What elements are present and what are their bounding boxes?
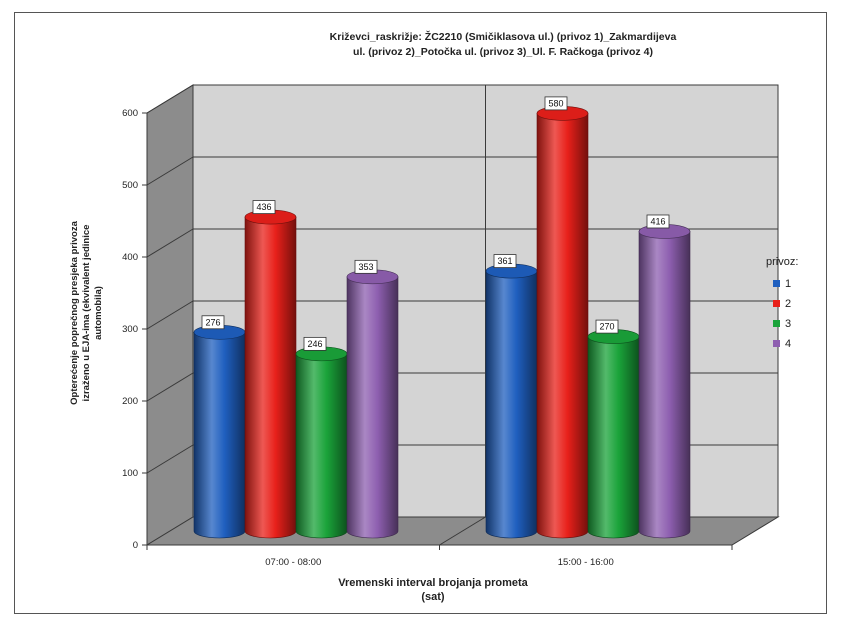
legend-title: privoz: xyxy=(766,256,798,268)
gridline-side xyxy=(146,444,194,474)
data-label-box xyxy=(252,200,276,214)
y-axis-label-line: izraženo u EJA-ima (ekvivalent jedinice xyxy=(81,225,92,402)
x-axis-label: Vremenski interval brojanja prometa xyxy=(338,577,528,589)
x-axis-label: (sat) xyxy=(421,591,445,603)
bar-4-1 xyxy=(638,231,691,539)
gridline-side xyxy=(146,300,194,330)
gridline-side xyxy=(146,84,194,114)
data-label: 436 xyxy=(256,202,271,212)
data-label: 276 xyxy=(205,317,220,327)
data-label-box xyxy=(646,214,670,229)
bar-3-0 xyxy=(295,353,348,539)
legend-swatch-2 xyxy=(773,300,780,307)
bar-2-1 xyxy=(536,113,589,539)
y-tick-label: 0 xyxy=(133,540,138,551)
labels: 0 100 200 300 400 500 600 07:00 - 08:00 15:00 - … xyxy=(69,30,798,603)
bars xyxy=(193,106,691,539)
data-label: 353 xyxy=(358,262,373,272)
data-label-box xyxy=(493,254,517,268)
y-tick-label: 100 xyxy=(122,468,138,479)
gridline-side xyxy=(146,372,194,402)
legend-label-3: 3 xyxy=(785,318,791,330)
legend-swatch-3 xyxy=(773,320,780,327)
legend-swatch-1 xyxy=(773,280,780,287)
y-tick-label: 600 xyxy=(122,108,138,119)
legend-label-1: 1 xyxy=(785,278,791,290)
y-axis-label-line: Opterećenje poprečnog presjeka privoza xyxy=(69,220,80,404)
bar-4-0 xyxy=(346,276,399,539)
bar-3-1 xyxy=(587,336,640,539)
y-tick-label: 300 xyxy=(122,324,138,335)
chart-title: ul. (privoz 2)_Potočka ul. (privoz 3)_Ul… xyxy=(353,46,653,58)
data-label: 361 xyxy=(497,256,512,266)
y-tick-label: 400 xyxy=(122,252,138,263)
data-label-box xyxy=(595,319,619,334)
data-label-box xyxy=(201,315,225,330)
data-label: 580 xyxy=(548,98,563,108)
bar-2-0 xyxy=(244,216,297,539)
gridline-side xyxy=(146,156,194,186)
bar-1-1 xyxy=(485,270,538,539)
chart-area: 0 100 200 300 400 500 600 07:00 - 08:00 15:00 - … xyxy=(69,30,798,603)
data-label: 270 xyxy=(599,322,614,332)
data-label-box xyxy=(303,336,327,351)
y-axis-label: Opterećenje poprečnog presjeka privozaiz… xyxy=(69,220,104,404)
legend-label-4: 4 xyxy=(785,338,791,350)
data-label-box xyxy=(544,96,568,111)
data-label-box xyxy=(354,259,378,274)
y-tick-label: 500 xyxy=(122,180,138,191)
bar-1-0 xyxy=(193,331,246,539)
y-axis-label-line: automobila) xyxy=(93,286,104,340)
x-tick-label: 07:00 - 08:00 xyxy=(265,557,321,568)
chart-title: Križevci_raskrižje: ŽC2210 (Smičiklasova… xyxy=(330,30,677,43)
y-tick-label: 200 xyxy=(122,396,138,407)
data-label: 416 xyxy=(650,216,665,226)
gridline-side xyxy=(146,228,194,258)
legend-swatch-4 xyxy=(773,340,780,347)
x-tick-label: 15:00 - 16:00 xyxy=(558,557,614,568)
chart-frame: 0 100 200 300 400 500 600 07:00 - 08:00 15:00 - … xyxy=(14,12,827,614)
floor-divider xyxy=(439,516,486,546)
legend-label-2: 2 xyxy=(785,298,791,310)
data-label: 246 xyxy=(307,339,322,349)
